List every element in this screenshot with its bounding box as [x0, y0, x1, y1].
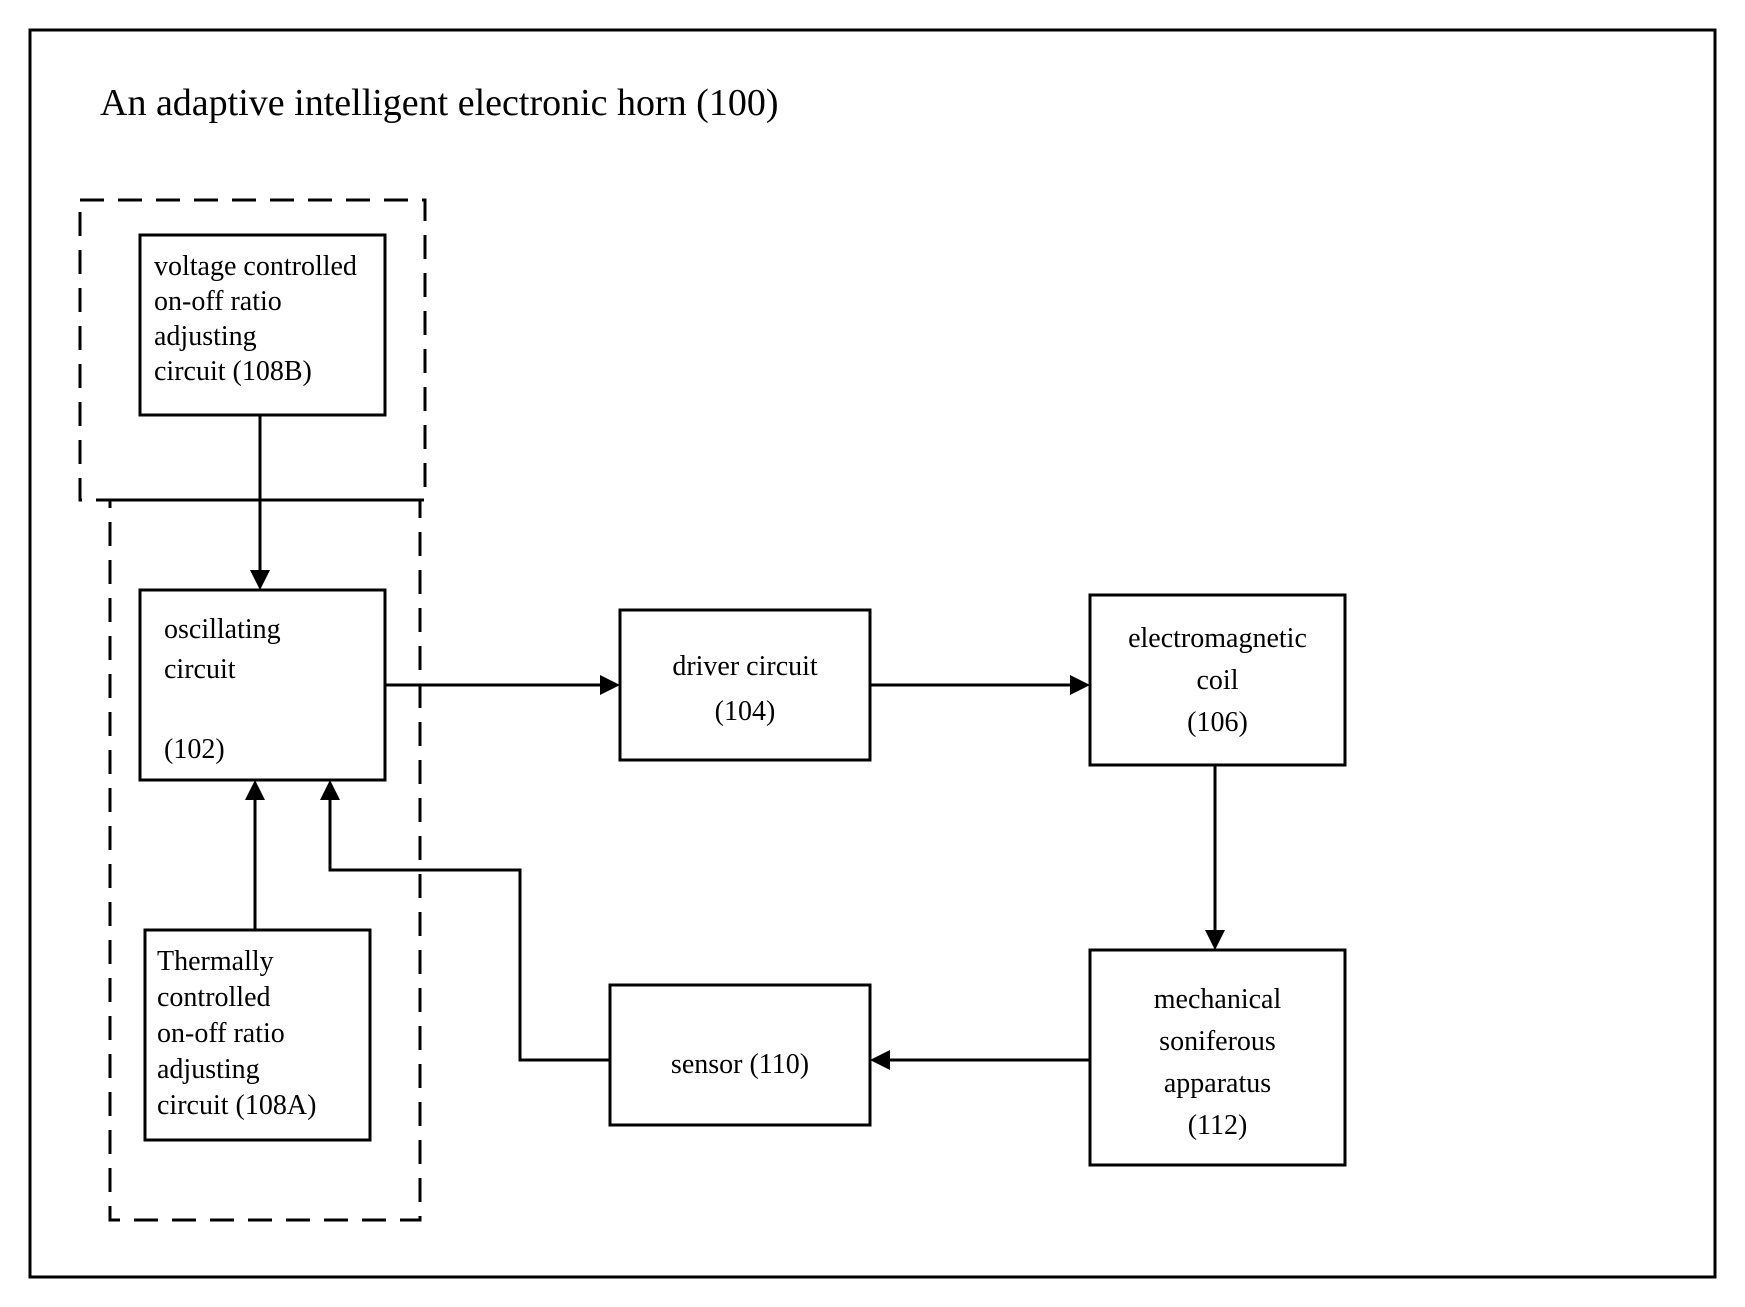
node-n102: oscillating circuit (102) — [140, 590, 385, 780]
node-label: electromagnetic — [1128, 623, 1307, 654]
node-label: adjusting — [154, 321, 257, 352]
node-n112: mechanical soniferous apparatus (112) — [1090, 950, 1345, 1165]
node-label: Thermally — [157, 946, 274, 977]
node-label: on-off ratio — [154, 286, 282, 317]
node-label: (104) — [715, 696, 776, 727]
node-label: voltage controlled — [154, 251, 357, 282]
node-label: (102) — [164, 734, 225, 765]
node-n106: electromagnetic coil (106) — [1090, 595, 1345, 765]
node-label: circuit (108B) — [154, 356, 312, 387]
flowchart-svg: An adaptive intelligent electronic horn … — [0, 0, 1745, 1307]
node-n108A: Thermally controlled on-off ratio adjusting… — [145, 930, 370, 1140]
node-label: apparatus — [1164, 1068, 1271, 1099]
node-label: (106) — [1187, 707, 1248, 738]
node-label: mechanical — [1154, 984, 1282, 1015]
node-label: adjusting — [157, 1054, 260, 1085]
diagram-root: An adaptive intelligent electronic horn … — [0, 0, 1745, 1307]
node-label: circuit — [164, 654, 236, 685]
node-label: on-off ratio — [157, 1018, 285, 1049]
node-label: driver circuit — [672, 651, 818, 682]
node-n108B: voltage controlled on-off ratio adjusting c… — [140, 235, 385, 415]
node-n104: driver circuit (104) — [620, 610, 870, 760]
diagram-title: An adaptive intelligent electronic horn … — [100, 82, 779, 124]
node-label: controlled — [157, 982, 271, 1013]
node-label: (112) — [1188, 1110, 1248, 1141]
node-label: sensor (110) — [671, 1049, 809, 1080]
node-label: soniferous — [1159, 1026, 1276, 1057]
node-label: circuit (108A) — [157, 1090, 316, 1121]
node-label: oscillating — [164, 614, 281, 645]
node-label: coil — [1197, 665, 1239, 696]
node-n110: sensor (110) — [610, 985, 870, 1125]
